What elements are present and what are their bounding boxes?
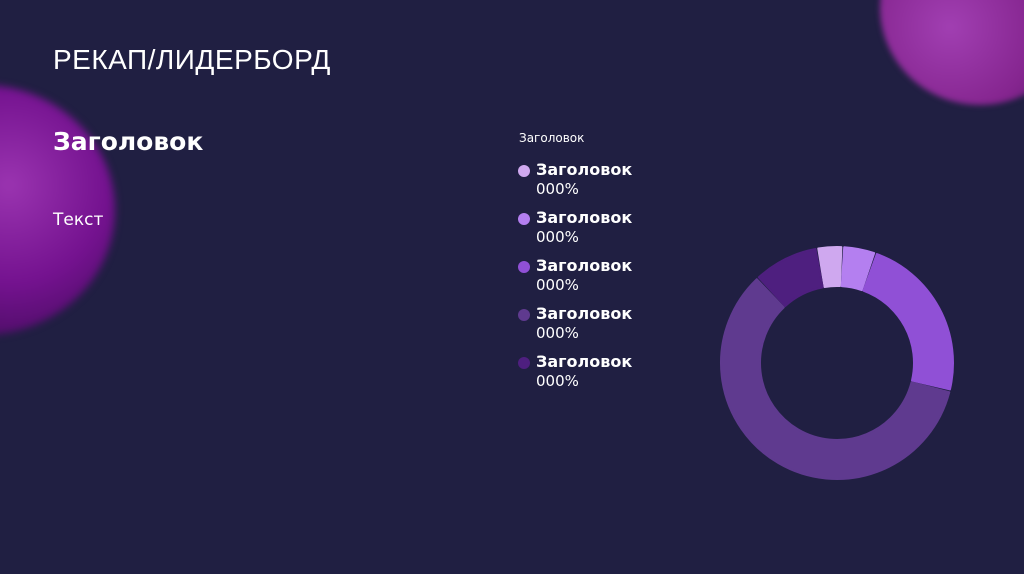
chart-legend: Заголовок 000% Заголовок 000% Заголовок 000% З…	[518, 160, 718, 400]
page-title: РЕКАП/ЛИДЕРБОРД	[53, 44, 331, 75]
legend-item: Заголовок 000%	[518, 160, 718, 208]
legend-value: 000%	[536, 324, 579, 342]
chart-title: Заголовок	[519, 131, 585, 145]
donut-slice	[720, 278, 951, 480]
legend-value: 000%	[536, 228, 579, 246]
body-text: Текст	[53, 210, 104, 230]
donut-chart	[720, 246, 954, 480]
legend-item: Заголовок 000%	[518, 304, 718, 352]
legend-swatch	[518, 309, 530, 321]
legend-swatch	[518, 357, 530, 369]
donut-slice	[840, 246, 876, 292]
decorative-orb-right	[880, 0, 1024, 105]
legend-label: Заголовок	[536, 256, 633, 275]
legend-item: Заголовок 000%	[518, 256, 718, 304]
legend-label: Заголовок	[536, 160, 633, 179]
legend-label: Заголовок	[536, 304, 633, 323]
legend-swatch	[518, 213, 530, 225]
section-heading: Заголовок	[53, 127, 204, 156]
legend-swatch	[518, 261, 530, 273]
legend-label: Заголовок	[536, 352, 633, 371]
legend-value: 000%	[536, 372, 579, 390]
legend-item: Заголовок 000%	[518, 208, 718, 256]
legend-value: 000%	[536, 180, 579, 198]
donut-slice	[757, 248, 824, 308]
legend-swatch	[518, 165, 530, 177]
legend-value: 000%	[536, 276, 579, 294]
legend-item: Заголовок 000%	[518, 352, 718, 400]
donut-slice	[817, 246, 843, 289]
legend-label: Заголовок	[536, 208, 633, 227]
donut-slice	[862, 253, 954, 391]
